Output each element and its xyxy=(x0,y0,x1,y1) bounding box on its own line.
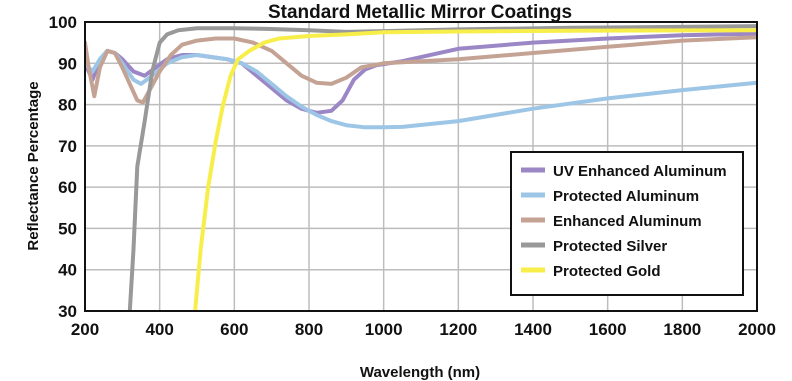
y-tick-label: 100 xyxy=(49,13,77,32)
legend-label-enhanced-aluminum: Enhanced Aluminum xyxy=(553,213,702,230)
x-tick-label: 1600 xyxy=(589,320,627,339)
legend-label-protected-gold: Protected Gold xyxy=(553,263,661,280)
y-tick-labels: 30 40 50 60 70 80 90 100 xyxy=(49,13,77,321)
x-tick-label: 800 xyxy=(295,320,323,339)
y-tick-label: 60 xyxy=(58,178,77,197)
x-tick-label: 400 xyxy=(145,320,173,339)
series-line-enhanced-aluminum xyxy=(85,35,757,105)
x-tick-label: 1200 xyxy=(439,320,477,339)
x-tick-label: 1800 xyxy=(663,320,701,339)
legend-label-uv-enhanced-aluminum: UV Enhanced Aluminum xyxy=(553,163,727,180)
y-tick-label: 50 xyxy=(58,219,77,238)
x-tick-labels: 200 400 600 800 1000 1200 1400 1600 1800 2000 xyxy=(71,320,776,339)
legend: UV Enhanced Aluminum Protected Aluminum En… xyxy=(510,151,744,296)
x-tick-label: 1000 xyxy=(365,320,403,339)
x-axis-label: Wavelength (nm) xyxy=(360,364,480,381)
x-tick-label: 1400 xyxy=(514,320,552,339)
y-tick-label: 80 xyxy=(58,96,77,115)
y-tick-label: 40 xyxy=(58,261,77,280)
plot-frame xyxy=(84,21,758,312)
series-line-protected-gold xyxy=(193,28,757,311)
y-tick-label: 90 xyxy=(58,54,77,73)
legend-box xyxy=(510,151,744,296)
y-tick-label: 30 xyxy=(58,302,77,321)
y-tick-label: 70 xyxy=(58,137,77,156)
legend-label-protected-aluminum: Protected Aluminum xyxy=(553,188,699,205)
legend-label-protected-silver: Protected Silver xyxy=(553,238,667,255)
series-layer xyxy=(85,24,757,311)
y-axis-label: Reflectance Percentage xyxy=(25,81,42,250)
chart-title: Standard Metallic Mirror Coatings xyxy=(268,2,572,23)
x-tick-label: 200 xyxy=(71,320,99,339)
x-tick-label: 600 xyxy=(220,320,248,339)
series-lines xyxy=(85,24,757,311)
x-tick-label: 2000 xyxy=(738,320,776,339)
